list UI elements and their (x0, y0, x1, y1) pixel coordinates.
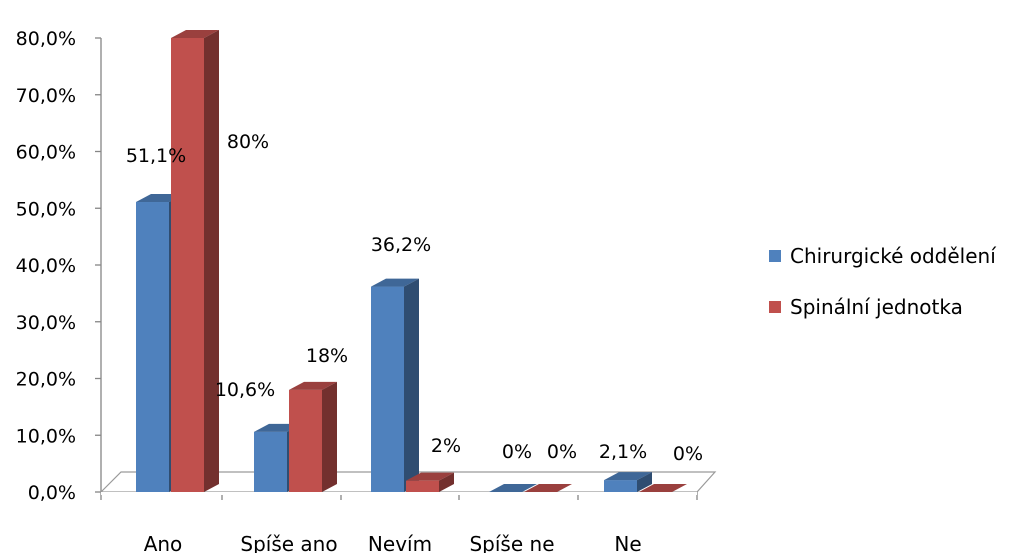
x-category-label: Nevím (368, 532, 432, 553)
chart-axes: 0,0% 10,0% 20,0% 30,0% 40,0% 50,0% 60,0% 70,0% 8… (16, 28, 698, 553)
bar (171, 30, 219, 492)
data-label: 2% (431, 435, 461, 457)
y-tick-label: 70,0% (16, 85, 76, 107)
bar-side (439, 472, 454, 492)
bar-front (254, 431, 287, 492)
bar-front (171, 38, 204, 492)
legend-swatch (769, 250, 781, 262)
bar-top (489, 484, 537, 492)
bar (524, 484, 572, 493)
bar (489, 484, 537, 493)
bar-top (406, 472, 454, 481)
data-label: 0% (673, 443, 703, 465)
bar-top (524, 484, 572, 492)
bar-front (604, 480, 637, 492)
bar-front (136, 202, 169, 492)
bar-top (604, 472, 652, 481)
bar-front (406, 480, 439, 492)
data-label: 0% (502, 441, 532, 463)
legend-label: Spinální jednotka (790, 295, 963, 319)
data-label: 0% (547, 441, 577, 463)
data-label: 10,6% (215, 379, 275, 401)
bar-top (289, 381, 337, 390)
data-label: 36,2% (371, 234, 431, 256)
x-category-label: Ano (144, 532, 183, 553)
x-category-label: Spíše ano (240, 532, 337, 553)
chart-bars (136, 30, 687, 493)
bar-front (371, 286, 404, 492)
bar-top (371, 278, 419, 287)
data-labels: 51,1% 10,6% 36,2% 0% 2,1% 80% 18% 2% 0% 0% (126, 131, 703, 465)
y-tick-label: 0,0% (28, 482, 76, 504)
y-tick-label: 10,0% (16, 425, 76, 447)
legend-swatch (769, 301, 781, 313)
bar-side (204, 30, 219, 492)
data-label: 2,1% (599, 441, 647, 463)
bar-side (637, 472, 652, 492)
bar-top (639, 484, 687, 492)
bar-front (289, 389, 322, 492)
y-tick-label: 50,0% (16, 198, 76, 220)
y-tick-label: 30,0% (16, 312, 76, 334)
bar (289, 381, 337, 492)
y-tick-label: 80,0% (16, 28, 76, 50)
chart-floor-edge (101, 492, 697, 495)
y-tick-label: 20,0% (16, 369, 76, 391)
data-label: 80% (227, 131, 269, 153)
bar (371, 278, 419, 492)
bar (604, 472, 652, 492)
y-tick-label: 40,0% (16, 255, 76, 277)
bar (639, 484, 687, 493)
data-label: 51,1% (126, 145, 186, 167)
bar-top (171, 30, 219, 38)
x-category-label: Spíše ne (469, 532, 554, 553)
data-label: 18% (306, 345, 348, 367)
bar (406, 472, 454, 492)
legend-label: Chirurgické oddělení (790, 244, 997, 268)
y-tick-label: 60,0% (16, 142, 76, 164)
bar-side (404, 278, 419, 492)
x-category-label: Ne (614, 532, 641, 553)
legend: Chirurgické oddělení Spinální jednotka (769, 244, 997, 319)
bar-side (322, 381, 337, 492)
